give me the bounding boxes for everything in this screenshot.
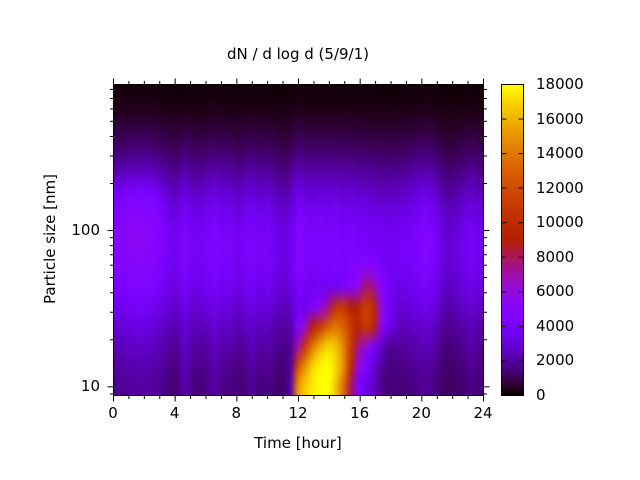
x-tick-label: 20 (411, 404, 431, 422)
colorbar-tick-label: 10000 (536, 213, 584, 232)
chart-title: dN / d log d (5/9/1) (227, 45, 369, 63)
x-tick-label: 4 (169, 404, 180, 422)
colorbar-tick-label: 12000 (536, 178, 584, 197)
y-axis-label: Particle size [nm] (41, 174, 59, 304)
colorbar-tick-label: 2000 (536, 351, 575, 370)
colorbar-tick-label: 6000 (536, 282, 575, 301)
colorbar-tick-label: 8000 (536, 247, 575, 266)
x-tick-label: 0 (108, 404, 118, 422)
x-tick-label: 24 (473, 404, 493, 422)
plot-border (113, 84, 484, 396)
y-tick-label: 100 (71, 221, 100, 240)
y-tick-label: 10 (80, 377, 100, 396)
x-tick-label: 12 (288, 404, 308, 422)
x-axis-label: Time [hour] (254, 434, 342, 452)
x-tick-label: 16 (350, 404, 370, 422)
colorbar-gradient (501, 84, 523, 395)
x-tick-label: 8 (231, 404, 242, 422)
colorbar-tick-label: 16000 (536, 109, 584, 128)
heatmap-canvas (113, 84, 483, 395)
colorbar-tick-label: 4000 (536, 316, 575, 335)
colorbar-tick-label: 0 (536, 386, 546, 404)
colorbar-border (501, 84, 524, 396)
colorbar-tick-label: 18000 (536, 75, 584, 93)
colorbar-tick-label: 14000 (536, 144, 584, 163)
